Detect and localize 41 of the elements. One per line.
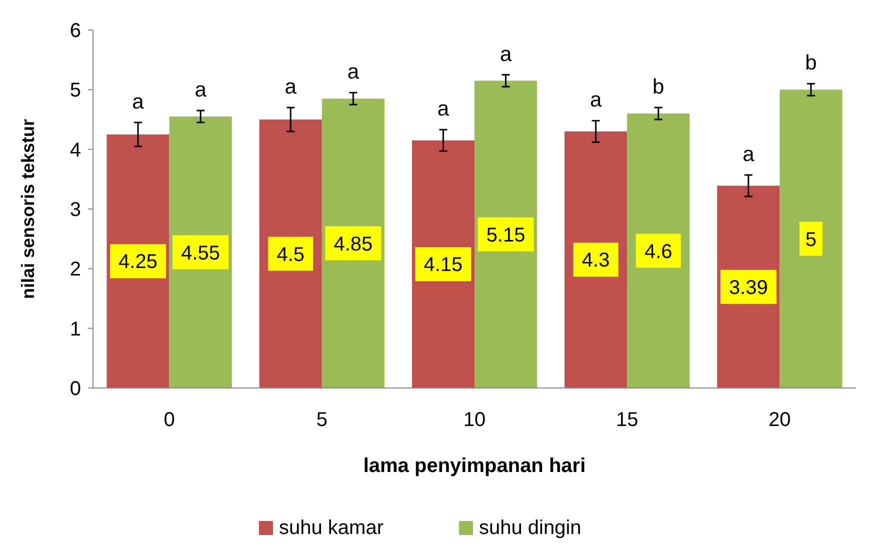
annotation: b: [805, 52, 817, 75]
x-tick-label: 15: [616, 409, 638, 431]
bar: [322, 98, 384, 388]
x-tick-label: 10: [463, 409, 486, 431]
data-label: 4.15: [424, 254, 463, 276]
legend-label: suhu kamar: [279, 517, 384, 539]
y-tick-label: 1: [70, 318, 81, 340]
y-tick-label: 5: [70, 80, 81, 102]
y-axis-title: nilai sensoris tekstur: [18, 118, 38, 300]
data-label: 5: [805, 228, 817, 251]
annotation: a: [742, 142, 755, 166]
annotation: a: [194, 78, 207, 102]
y-tick-label: 2: [70, 258, 81, 281]
bar: [474, 80, 538, 388]
annotation: a: [284, 76, 297, 99]
bar: [780, 90, 842, 388]
annotation: a: [500, 42, 512, 66]
x-axis-title: lama penyimpanan hari: [363, 455, 586, 477]
data-label: 4.55: [181, 242, 220, 264]
y-tick-label: 3: [70, 199, 81, 221]
x-tick-label: 0: [164, 409, 175, 431]
y-tick-label: 6: [70, 20, 81, 42]
data-label: 4.25: [118, 251, 158, 274]
data-label: 4.5: [276, 244, 305, 266]
data-label: 4.3: [582, 250, 610, 272]
annotation: b: [652, 76, 664, 99]
x-tick-label: 20: [768, 409, 791, 431]
x-tick-label: 5: [316, 409, 328, 431]
bar: [259, 120, 322, 388]
data-label: 4.85: [334, 233, 373, 256]
y-tick-label: 0: [70, 378, 81, 400]
annotation: a: [347, 60, 360, 84]
annotation: a: [437, 98, 450, 121]
legend-label: suhu dingin: [479, 517, 582, 539]
annotation: a: [590, 88, 602, 112]
data-label: 5.15: [486, 224, 526, 246]
data-label: 3.39: [728, 276, 768, 299]
annotation: a: [132, 90, 144, 114]
bar: [627, 114, 690, 388]
data-label: 4.6: [644, 240, 672, 263]
y-tick-label: 4: [70, 139, 81, 162]
